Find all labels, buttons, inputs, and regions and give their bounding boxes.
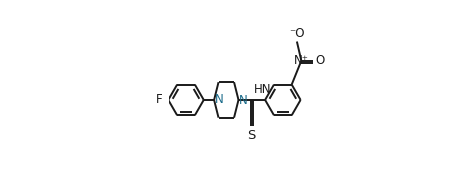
Text: S: S [247,129,255,142]
Text: N: N [215,93,223,106]
Text: F: F [156,94,163,106]
Text: N: N [239,94,248,107]
Text: N⁺: N⁺ [294,54,309,67]
Text: HN: HN [254,83,271,96]
Text: O: O [315,54,325,67]
Text: ⁻O: ⁻O [289,27,305,40]
